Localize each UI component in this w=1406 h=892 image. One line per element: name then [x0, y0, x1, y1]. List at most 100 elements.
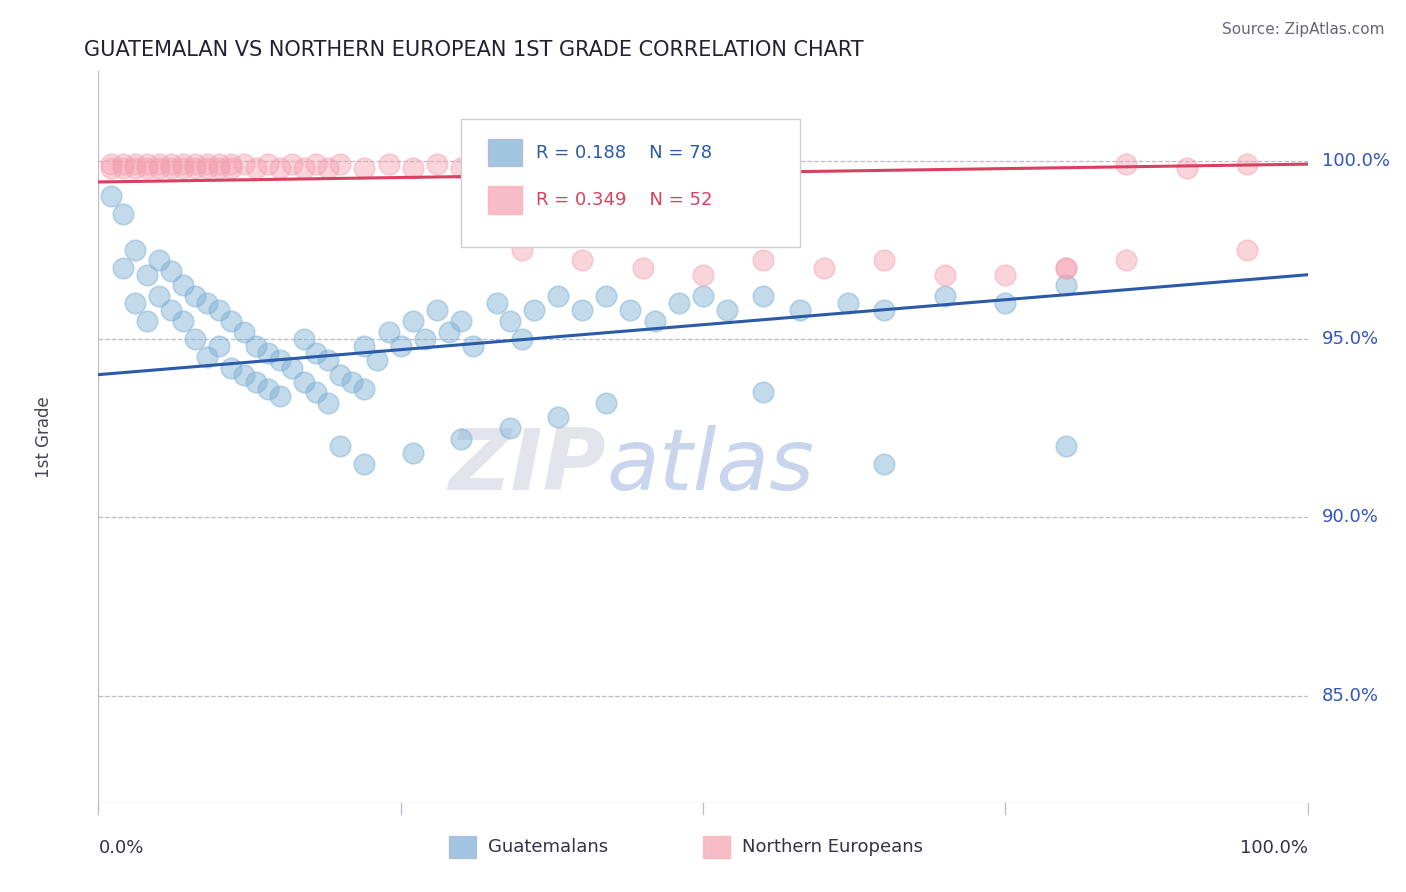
Point [124, 243, 146, 257]
Point [752, 253, 775, 268]
Point [221, 157, 243, 171]
Text: Guatemalans: Guatemalans [488, 838, 607, 855]
Point [1115, 157, 1137, 171]
Point [595, 396, 617, 410]
Point [292, 161, 315, 175]
Point [377, 325, 399, 339]
Point [111, 207, 134, 221]
Text: ZIP: ZIP [449, 425, 606, 508]
Point [873, 303, 896, 318]
Point [619, 303, 641, 318]
Point [256, 346, 278, 360]
Point [160, 161, 183, 175]
Point [208, 339, 231, 353]
Point [305, 157, 328, 171]
Point [994, 268, 1017, 282]
Point [595, 289, 617, 303]
Point [160, 303, 183, 318]
Point [232, 157, 254, 171]
Point [450, 432, 472, 446]
Point [498, 421, 520, 435]
Point [232, 325, 254, 339]
Point [668, 296, 690, 310]
Point [342, 375, 364, 389]
Point [463, 339, 485, 353]
Point [402, 161, 425, 175]
Point [111, 157, 134, 171]
Point [547, 410, 569, 425]
Point [873, 457, 896, 471]
Point [1236, 157, 1258, 171]
Point [571, 303, 593, 318]
Point [184, 161, 207, 175]
Point [329, 368, 352, 382]
Point [353, 457, 375, 471]
Point [716, 303, 738, 318]
Point [195, 350, 218, 364]
Point [195, 157, 218, 171]
Text: 85.0%: 85.0% [1322, 687, 1379, 705]
Point [377, 157, 399, 171]
Point [208, 157, 231, 171]
Point [692, 289, 714, 303]
Point [329, 439, 352, 453]
Point [256, 157, 278, 171]
Point [752, 289, 775, 303]
Point [184, 157, 207, 171]
Text: 1st Grade: 1st Grade [35, 396, 53, 478]
Text: GUATEMALAN VS NORTHERN EUROPEAN 1ST GRADE CORRELATION CHART: GUATEMALAN VS NORTHERN EUROPEAN 1ST GRAD… [84, 40, 863, 60]
Point [269, 161, 291, 175]
Point [813, 260, 835, 275]
Point [692, 268, 714, 282]
Point [184, 332, 207, 346]
Point [269, 389, 291, 403]
Point [426, 303, 449, 318]
Point [148, 157, 170, 171]
Point [208, 161, 231, 175]
Point [148, 253, 170, 268]
Point [160, 264, 183, 278]
Point [245, 339, 267, 353]
Text: Source: ZipAtlas.com: Source: ZipAtlas.com [1222, 22, 1385, 37]
Point [256, 382, 278, 396]
Point [292, 375, 315, 389]
Text: Northern Europeans: Northern Europeans [742, 838, 922, 855]
Bar [449, 836, 475, 858]
Point [498, 314, 520, 328]
Text: 0.0%: 0.0% [98, 839, 143, 857]
Point [571, 253, 593, 268]
Point [1236, 243, 1258, 257]
Point [366, 353, 388, 368]
Point [316, 396, 339, 410]
Point [124, 157, 146, 171]
Point [837, 296, 859, 310]
Point [100, 157, 122, 171]
Point [437, 325, 460, 339]
Point [873, 253, 896, 268]
Point [329, 157, 352, 171]
Point [221, 161, 243, 175]
FancyBboxPatch shape [461, 119, 800, 247]
Point [789, 303, 811, 318]
Text: 95.0%: 95.0% [1322, 330, 1379, 348]
Point [135, 268, 157, 282]
Text: R = 0.188    N = 78: R = 0.188 N = 78 [536, 144, 711, 161]
Point [135, 161, 157, 175]
Point [402, 446, 425, 460]
Point [316, 353, 339, 368]
Point [934, 268, 956, 282]
Point [221, 360, 243, 375]
Text: atlas: atlas [606, 425, 814, 508]
Point [1054, 439, 1077, 453]
Point [450, 161, 472, 175]
Point [1054, 260, 1077, 275]
Point [402, 314, 425, 328]
Point [124, 296, 146, 310]
Point [195, 296, 218, 310]
Bar [703, 836, 730, 858]
Point [631, 260, 654, 275]
Point [172, 278, 194, 293]
Point [510, 332, 533, 346]
Point [172, 314, 194, 328]
Point [281, 157, 304, 171]
